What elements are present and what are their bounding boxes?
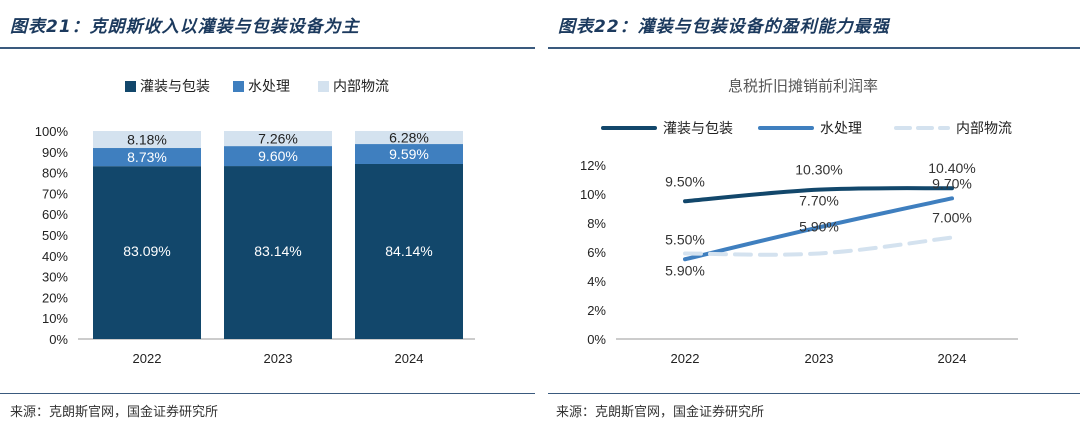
- bar-segment: [93, 166, 201, 339]
- line-chart-title: 息税折旧摊销前利润率: [728, 78, 878, 95]
- right-title-rule: [548, 47, 1080, 49]
- line-data-label: 7.70%: [799, 192, 839, 208]
- bar-chart-y-axis: 0% 10% 20% 30% 40% 50% 60% 70% 80% 90% 100%: [35, 124, 475, 347]
- y-tick-label: 6%: [587, 245, 606, 260]
- y-tick-label: 50%: [42, 228, 68, 243]
- line-data-label: 5.90%: [665, 262, 705, 278]
- bar-chart-x-axis: 2022 2023 2024: [133, 351, 424, 366]
- y-tick-label: 30%: [42, 270, 68, 285]
- left-title-rule: [0, 47, 535, 49]
- bar-data-label: 9.59%: [389, 146, 429, 162]
- bar-chart-legend: 灌装与包装 水处理 内部物流: [125, 79, 389, 95]
- x-tick-label: 2022: [133, 351, 162, 366]
- line-chart-y-axis: 0% 2% 4% 6% 8% 10% 12%: [580, 158, 1018, 347]
- line-data-label: 5.50%: [665, 231, 705, 247]
- right-source-rule: [548, 393, 1080, 394]
- series-line-1: [683, 196, 954, 262]
- y-tick-label: 90%: [42, 145, 68, 160]
- line-chart-series: [683, 186, 954, 262]
- y-tick-label: 2%: [587, 303, 606, 318]
- y-tick-label: 12%: [580, 158, 606, 173]
- right-figure-panel: 图表22：灌装与包装设备的盈利能力最强 息税折旧摊销前利润率 灌装与包装 水处理 内…: [548, 0, 1080, 429]
- y-tick-label: 8%: [587, 216, 606, 231]
- y-tick-label: 4%: [587, 274, 606, 289]
- line-data-label: 5.90%: [799, 218, 839, 234]
- line-chart: 息税折旧摊销前利润率 灌装与包装 水处理 内部物流 0% 2% 4% 6% 8% 10% 12%…: [580, 78, 1018, 366]
- bar-data-label: 83.14%: [254, 243, 301, 259]
- legend-swatch-1: [233, 81, 244, 92]
- legend-swatch-0: [125, 81, 136, 92]
- bar-segment: [93, 131, 201, 149]
- left-source-rule: [0, 393, 535, 394]
- legend-label-1: 水处理: [248, 79, 290, 95]
- x-tick-label: 2022: [671, 351, 700, 366]
- y-tick-label: 80%: [42, 166, 68, 181]
- legend-swatch-2: [318, 81, 329, 92]
- bar-data-label: 7.26%: [258, 131, 298, 147]
- line-data-label: 7.00%: [932, 210, 972, 226]
- bar-chart-bars: 83.09% 8.73%8.18% 83.14% 9.60%7.26% 84.14% 9.…: [93, 130, 463, 339]
- y-tick-label: 10%: [42, 311, 68, 326]
- line-chart-x-axis: 2022 2023 2024: [671, 351, 967, 366]
- y-tick-label: 70%: [42, 186, 68, 201]
- y-tick-label: 40%: [42, 249, 68, 264]
- series-line-2: [683, 235, 954, 257]
- y-tick-label: 20%: [42, 290, 68, 305]
- x-tick-label: 2024: [395, 351, 424, 366]
- bar-segment: [93, 148, 201, 167]
- series-line-0: [683, 186, 954, 204]
- bar-data-label: 8.73%: [127, 149, 167, 165]
- line-chart-legend: 灌装与包装 水处理 内部物流: [601, 121, 1012, 137]
- legend-label-2: 内部物流: [956, 121, 1012, 137]
- line-chart-data-labels: 9.50% 10.30% 10.40% 5.50% 7.70% 9.70% 5.90% 5.9…: [665, 160, 976, 278]
- bar-data-label: 8.18%: [127, 132, 167, 148]
- bar-data-label: 83.09%: [123, 243, 170, 259]
- x-tick-label: 2024: [938, 351, 967, 366]
- left-figure-panel: 图表21：克朗斯收入以灌装与包装设备为主 灌装与包装 水处理 内部物流 0% 10% 2…: [0, 17, 535, 420]
- bar-data-label: 9.60%: [258, 148, 298, 164]
- y-tick-label: 10%: [580, 187, 606, 202]
- right-source-note: 来源：克朗斯官网，国金证券研究所: [556, 405, 765, 420]
- legend-label-1: 水处理: [820, 121, 862, 137]
- bar-data-label: 84.14%: [385, 243, 432, 259]
- bar-segment: [355, 130, 463, 145]
- x-tick-label: 2023: [264, 351, 293, 366]
- left-figure-title: 图表21：克朗斯收入以灌装与包装设备为主: [10, 17, 360, 37]
- x-tick-label: 2023: [805, 351, 834, 366]
- legend-label-0: 灌装与包装: [663, 121, 733, 137]
- bar-segment: [355, 144, 463, 164]
- line-data-label: 9.50%: [665, 173, 705, 189]
- bar-data-label: 6.28%: [389, 130, 429, 146]
- line-data-label: 10.30%: [795, 162, 842, 178]
- legend-label-2: 内部物流: [333, 79, 389, 95]
- bar-segment: [224, 146, 332, 167]
- y-tick-label: 100%: [35, 124, 69, 139]
- stacked-bar-chart: 灌装与包装 水处理 内部物流 0% 10% 20% 30% 40% 50% 60% 70% 80% 9…: [35, 79, 475, 366]
- bar-segment: [224, 166, 332, 339]
- y-tick-label: 0%: [49, 332, 68, 347]
- line-data-label: 10.40%: [928, 160, 975, 176]
- y-tick-label: 60%: [42, 207, 68, 222]
- legend-label-0: 灌装与包装: [140, 79, 210, 95]
- bar-segment: [355, 163, 463, 339]
- left-source-note: 来源：克朗斯官网，国金证券研究所: [10, 405, 219, 420]
- bar-segment: [224, 131, 332, 147]
- line-chart-title-group: 息税折旧摊销前利润率: [728, 78, 878, 95]
- y-tick-label: 0%: [587, 332, 606, 347]
- right-figure-title: 图表22：灌装与包装设备的盈利能力最强: [558, 17, 890, 37]
- line-data-label: 9.70%: [932, 175, 972, 191]
